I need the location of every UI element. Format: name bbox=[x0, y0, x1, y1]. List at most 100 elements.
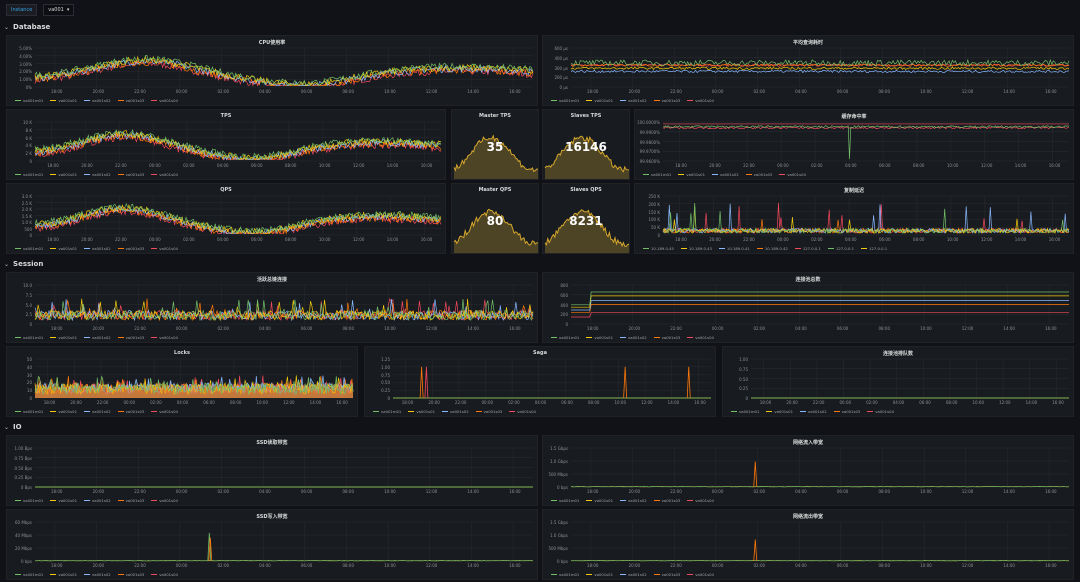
legend-item[interactable]: va001s04 bbox=[779, 172, 806, 177]
legend-item[interactable]: va001m01 bbox=[551, 498, 579, 503]
legend-item[interactable]: va001s03 bbox=[117, 98, 144, 103]
legend-item[interactable]: va001s01 bbox=[50, 98, 77, 103]
legend-item[interactable]: va001s02 bbox=[620, 572, 647, 577]
panel-title[interactable]: 网络流入带宽 bbox=[792, 440, 823, 446]
graph-plot-area[interactable] bbox=[35, 521, 534, 562]
legend-item[interactable]: va001m01 bbox=[643, 172, 671, 177]
graph-plot-area[interactable] bbox=[393, 358, 711, 399]
legend-item[interactable]: va001s02 bbox=[84, 172, 111, 177]
graph-plot-area[interactable] bbox=[34, 47, 534, 88]
legend-item[interactable]: va001s02 bbox=[620, 98, 647, 103]
legend-item[interactable]: va001s01 bbox=[50, 172, 77, 177]
legend-item[interactable]: va001s03 bbox=[117, 498, 144, 503]
legend-item[interactable]: va001s04 bbox=[151, 572, 178, 577]
panel-title[interactable]: Slaves QPS bbox=[570, 187, 602, 193]
panel-p10[interactable]: 复制延迟 250 K 200 K 150 K 100 K 50 K 0 18:00 20:00 2… bbox=[634, 183, 1074, 254]
legend-item[interactable]: va001s02 bbox=[800, 409, 827, 414]
legend-item[interactable]: va001s04 bbox=[509, 409, 536, 414]
legend-item[interactable]: 127.0.0.1 bbox=[827, 246, 854, 251]
panel-p3[interactable]: TPS 10 K 8 K 6 K 4 K 2 K 0 18:00 20:00 22:00 00:00… bbox=[6, 109, 446, 180]
graph-plot-area[interactable] bbox=[662, 195, 1070, 236]
legend-item[interactable]: va001s01 bbox=[50, 246, 77, 251]
legend-item[interactable]: va001s01 bbox=[586, 572, 613, 577]
legend-item[interactable]: 127.0.0.1 bbox=[794, 246, 821, 251]
panel-p5[interactable]: Slaves TPS 16146 bbox=[542, 109, 630, 180]
legend-item[interactable]: va001s04 bbox=[687, 335, 714, 340]
legend-item[interactable]: va001s04 bbox=[151, 98, 178, 103]
legend-item[interactable]: va001s01 bbox=[50, 409, 77, 414]
legend-item[interactable]: va001s03 bbox=[475, 409, 502, 414]
legend-item[interactable]: va001m01 bbox=[15, 409, 43, 414]
panel-p9[interactable]: Slaves QPS 8231 bbox=[542, 183, 630, 254]
panel-title[interactable]: SSD读取带宽 bbox=[256, 440, 288, 446]
legend-item[interactable]: va001s01 bbox=[586, 98, 613, 103]
legend-item[interactable]: va001m01 bbox=[551, 572, 579, 577]
legend-item[interactable]: va001s02 bbox=[84, 246, 111, 251]
panel-p2[interactable]: 平均查询耗时 600 µs 400 µs 300 µs 200 µs 0 µs 18:00 2… bbox=[542, 35, 1074, 106]
legend-item[interactable]: va001m01 bbox=[15, 498, 43, 503]
panel-title[interactable]: Saga bbox=[533, 350, 547, 356]
legend-item[interactable]: va001s02 bbox=[620, 498, 647, 503]
panel-title[interactable]: Master TPS bbox=[479, 113, 511, 119]
legend-item[interactable]: va001s02 bbox=[84, 98, 111, 103]
panel-title[interactable]: 活跃总链连接 bbox=[256, 277, 287, 283]
legend-item[interactable]: 10.189.0.41 bbox=[718, 246, 750, 251]
graph-plot-area[interactable] bbox=[662, 121, 1070, 162]
legend-item[interactable]: va001s01 bbox=[50, 335, 77, 340]
panel-p16[interactable]: SSD读取带宽 1.00 Bps 0.75 Bps 0.50 Bps 0.25 Bps 0… bbox=[6, 435, 538, 506]
panel-p14[interactable]: Saga 1.25 1.00 0.75 0.50 0.25 0 18:00 20:00 22:00… bbox=[364, 346, 716, 417]
panel-p13[interactable]: Locks 50 40 30 20 10 0 18:00 20:00 22:00 00:00 02:0… bbox=[6, 346, 358, 417]
legend-item[interactable]: va001m01 bbox=[373, 409, 401, 414]
legend-item[interactable]: va001s02 bbox=[84, 498, 111, 503]
panel-p19[interactable]: 网络流出带宽 1.5 Gbps 1.0 Gbps 500 Mbps 0 bps 18:00… bbox=[542, 509, 1074, 580]
legend-item[interactable]: va001s04 bbox=[151, 246, 178, 251]
legend-item[interactable]: va001m01 bbox=[15, 572, 43, 577]
legend-item[interactable]: va001s04 bbox=[151, 498, 178, 503]
legend-item[interactable]: va001s02 bbox=[84, 335, 111, 340]
legend-item[interactable]: va001s01 bbox=[586, 498, 613, 503]
legend-item[interactable]: va001s03 bbox=[653, 498, 680, 503]
graph-plot-area[interactable] bbox=[34, 358, 354, 399]
panel-p1[interactable]: CPU使用率 5.00% 4.00% 3.00% 2.00% 1.00% 0% 18:00 20… bbox=[6, 35, 538, 106]
legend-item[interactable]: va001s03 bbox=[117, 172, 144, 177]
legend-item[interactable]: va001s02 bbox=[84, 572, 111, 577]
graph-plot-area[interactable] bbox=[751, 358, 1069, 399]
legend-item[interactable]: va001s02 bbox=[84, 409, 111, 414]
panel-title[interactable]: 连接池排队数 bbox=[882, 351, 913, 357]
panel-title[interactable]: Slaves TPS bbox=[570, 113, 602, 119]
legend-item[interactable]: va001m01 bbox=[15, 246, 43, 251]
legend-item[interactable]: va001s04 bbox=[151, 409, 178, 414]
panel-title[interactable]: 复制延迟 bbox=[843, 188, 864, 194]
panel-p7[interactable]: QPS 3.0 K 2.5 K 2.0 K 1.5 K 1.0 K 500 0 18:00 20:… bbox=[6, 183, 446, 254]
panel-p4[interactable]: Master TPS 35 bbox=[451, 109, 539, 180]
legend-item[interactable]: 127.0.0.1 bbox=[861, 246, 887, 251]
panel-title[interactable]: 平均查询耗时 bbox=[792, 40, 823, 46]
legend-item[interactable]: va001m01 bbox=[731, 409, 759, 414]
row-header-io[interactable]: ⌄ IO bbox=[4, 422, 22, 432]
panel-p11[interactable]: 活跃总链连接 10.0 7.5 5.0 2.5 0 18:00 20:00 22:00 00:00… bbox=[6, 272, 538, 343]
legend-item[interactable]: va001s03 bbox=[117, 246, 144, 251]
legend-item[interactable]: va001s01 bbox=[50, 498, 77, 503]
panel-title[interactable]: 缓存命中率 bbox=[841, 114, 867, 120]
legend-item[interactable]: va001s01 bbox=[678, 172, 705, 177]
legend-item[interactable]: 10.189.0.43 bbox=[680, 246, 712, 251]
panel-p12[interactable]: 连接池总数 800 600 400 200 0 18:00 20:00 22:00 00:00 02… bbox=[542, 272, 1074, 343]
legend-item[interactable]: va001m01 bbox=[15, 335, 43, 340]
panel-title[interactable]: SSD写入带宽 bbox=[256, 514, 288, 520]
legend-item[interactable]: va001s02 bbox=[442, 409, 469, 414]
legend-item[interactable]: va001s02 bbox=[620, 335, 647, 340]
graph-plot-area[interactable] bbox=[34, 121, 442, 162]
legend-item[interactable]: va001s03 bbox=[653, 335, 680, 340]
legend-item[interactable]: va001s04 bbox=[687, 98, 714, 103]
legend-item[interactable]: va001s04 bbox=[687, 498, 714, 503]
panel-title[interactable]: Locks bbox=[174, 350, 190, 356]
row-header-session[interactable]: ⌄ Session bbox=[4, 259, 43, 269]
legend-item[interactable]: va001m01 bbox=[551, 98, 579, 103]
legend-item[interactable]: va001m01 bbox=[15, 172, 43, 177]
legend-item[interactable]: 10.189.0.42 bbox=[756, 246, 788, 251]
panel-title[interactable]: 网络流出带宽 bbox=[792, 514, 823, 520]
legend-item[interactable]: 10.189.0.45 bbox=[643, 246, 674, 251]
panel-title[interactable]: CPU使用率 bbox=[258, 40, 286, 46]
legend-item[interactable]: va001s03 bbox=[745, 172, 772, 177]
legend-item[interactable]: va001s01 bbox=[586, 335, 613, 340]
